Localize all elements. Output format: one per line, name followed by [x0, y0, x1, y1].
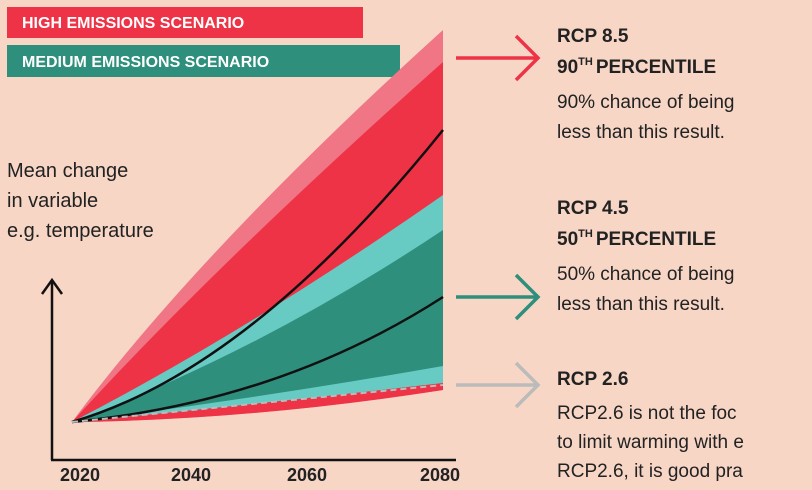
band-medium [72, 230, 443, 422]
arrow-high [456, 34, 541, 82]
y-axis-label: Mean change [7, 160, 128, 182]
arrow-medium [456, 273, 541, 321]
percentile-rest: PERCENTILE [596, 229, 716, 250]
y-axis-label: in variable [7, 190, 98, 212]
line-high [71, 129, 444, 424]
legend-high-box [7, 7, 363, 38]
annotation-percentile: 90TH PERCENTILE [557, 56, 716, 78]
legend-medium-box [7, 45, 400, 77]
x-tick-label: 2080 [420, 465, 460, 485]
arrow-low [456, 361, 541, 409]
y-axis-arrow [40, 277, 64, 295]
annotation-line: 50% chance of being [557, 264, 734, 285]
annotation-line: less than this result. [557, 122, 725, 143]
annotation-title: RCP 4.5 [557, 198, 629, 219]
annotation-line: RCP2.6, it is good pra [557, 461, 743, 482]
annotation-line: RCP2.6 is not the foc [557, 403, 737, 424]
x-tick-label: 2040 [171, 465, 211, 485]
annotation-line: 90% chance of being [557, 92, 734, 113]
percentile-suffix: TH [578, 228, 593, 240]
legend-high: HIGH EMISSIONS SCENARIO [22, 15, 244, 32]
x-tick-label: 2020 [60, 465, 100, 485]
annotation-percentile: 50TH PERCENTILE [557, 228, 716, 250]
percentile-number: 90 [557, 57, 578, 78]
annotation-title: RCP 2.6 [557, 369, 628, 390]
y-axis-label: e.g. temperature [7, 220, 154, 242]
percentile-number: 50 [557, 229, 578, 250]
x-tick-label: 2060 [287, 465, 327, 485]
annotation-title: RCP 8.5 [557, 26, 629, 47]
percentile-rest: PERCENTILE [596, 57, 716, 78]
line-medium [71, 295, 444, 424]
line-low [71, 384, 444, 423]
annotation-line: less than this result. [557, 294, 725, 315]
percentile-suffix: TH [578, 56, 593, 68]
legend-medium: MEDIUM EMISSIONS SCENARIO [22, 54, 269, 71]
annotation-line: to limit warming with e [557, 432, 744, 453]
